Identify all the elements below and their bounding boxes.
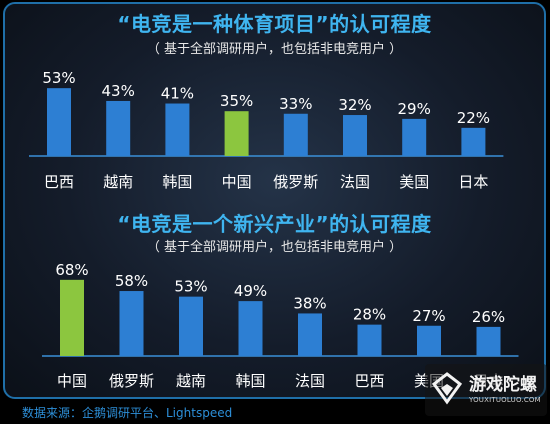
chart2-category-label-5: 巴西 (354, 372, 384, 390)
chart1-category-label-3: 中国 (222, 173, 252, 191)
chart1-bar-chart: 53% 巴西 43% 越南 41% 韩国 35% 中国 33% 俄罗斯 32% 法国 29% 美国 22% 日… (29, 69, 504, 191)
chart1-bar-6 (402, 118, 427, 156)
chart1-title: “电竞是一种体育项目”的认可程度 (117, 12, 432, 36)
chart2-value-label-2: 53% (174, 278, 207, 296)
chart-panel: “电竞是一种体育项目”的认可程度 （ 基于全部调研用户，也包括非电竞用户 ） 5… (3, 2, 546, 399)
chart1-category-label-2: 韩国 (162, 173, 192, 191)
chart1-category-label-4: 俄罗斯 (273, 173, 318, 191)
chart1-bar-5 (343, 115, 367, 156)
chart2-bar-1 (119, 291, 144, 356)
chart2-value-label-7: 26% (472, 308, 505, 326)
chart1-value-label-7: 22% (457, 109, 490, 127)
chart1-bar-0 (47, 88, 71, 156)
spinning-top-icon (431, 372, 463, 405)
chart1-bar-3 (224, 111, 249, 156)
chart2-category-label-2: 越南 (176, 372, 206, 390)
watermark-name: 游戏陀螺 (469, 375, 537, 395)
chart1-value-label-3: 35% (220, 92, 253, 110)
chart2-value-label-6: 27% (412, 307, 445, 325)
data-source-note: 数据来源：企鹅调研平台、Lightspeed (22, 406, 233, 420)
chart1-value-label-2: 41% (161, 85, 194, 103)
chart2-bar-chart: 68%中国58%俄罗斯53%越南49%韩国38%法国28%巴西27%美国26%日… (42, 261, 519, 390)
chart1-value-label-6: 29% (398, 100, 431, 118)
chart1-category-label-0: 巴西 (44, 173, 74, 191)
chart1-category-label-1: 越南 (103, 173, 133, 191)
chart1-value-label-0: 53% (42, 69, 75, 87)
chart2-bar-3 (238, 301, 263, 356)
chart2-value-label-4: 38% (293, 294, 326, 312)
chart1-value-label-5: 32% (338, 96, 371, 114)
chart2-bar-2 (179, 296, 203, 356)
watermark-url: YOUXITUOLUO.COM (469, 396, 541, 404)
chart2-bar-7 (476, 326, 501, 356)
chart2-value-label-3: 49% (234, 282, 267, 300)
chart1-bar-2 (165, 103, 190, 156)
watermark-logo: 游戏陀螺 YOUXITUOLUO.COM (425, 364, 547, 416)
chart1-value-label-1: 43% (102, 82, 135, 100)
chart2-bar-4 (298, 313, 322, 356)
chart2-bar-6 (417, 325, 441, 356)
chart1-subtitle: （ 基于全部调研用户，也包括非电竞用户 ） (146, 42, 403, 57)
chart1-category-label-6: 美国 (399, 173, 429, 191)
chart2-category-label-4: 法国 (295, 372, 325, 390)
chart2-subtitle: （ 基于全部调研用户，也包括非电竞用户 ） (146, 240, 403, 255)
chart1-category-label-5: 法国 (340, 173, 370, 191)
chart1-bar-4 (283, 113, 308, 156)
chart2-title: “电竞是一个新兴产业”的认可程度 (117, 212, 432, 236)
chart2-value-label-5: 28% (353, 306, 386, 324)
chart2-category-label-0: 中国 (57, 372, 87, 390)
chart2-value-label-0: 68% (55, 261, 88, 279)
chart1-category-label-7: 日本 (458, 173, 488, 191)
chart2-category-label-1: 俄罗斯 (109, 372, 154, 390)
chart1-value-label-4: 33% (279, 95, 312, 113)
chart2-category-label-3: 韩国 (235, 372, 265, 390)
chart2-bar-5 (357, 324, 382, 356)
chart2-value-label-1: 58% (115, 272, 148, 290)
chart1-bar-1 (106, 100, 131, 156)
chart1-bar-7 (461, 127, 486, 156)
chart2-bar-0 (60, 279, 84, 356)
